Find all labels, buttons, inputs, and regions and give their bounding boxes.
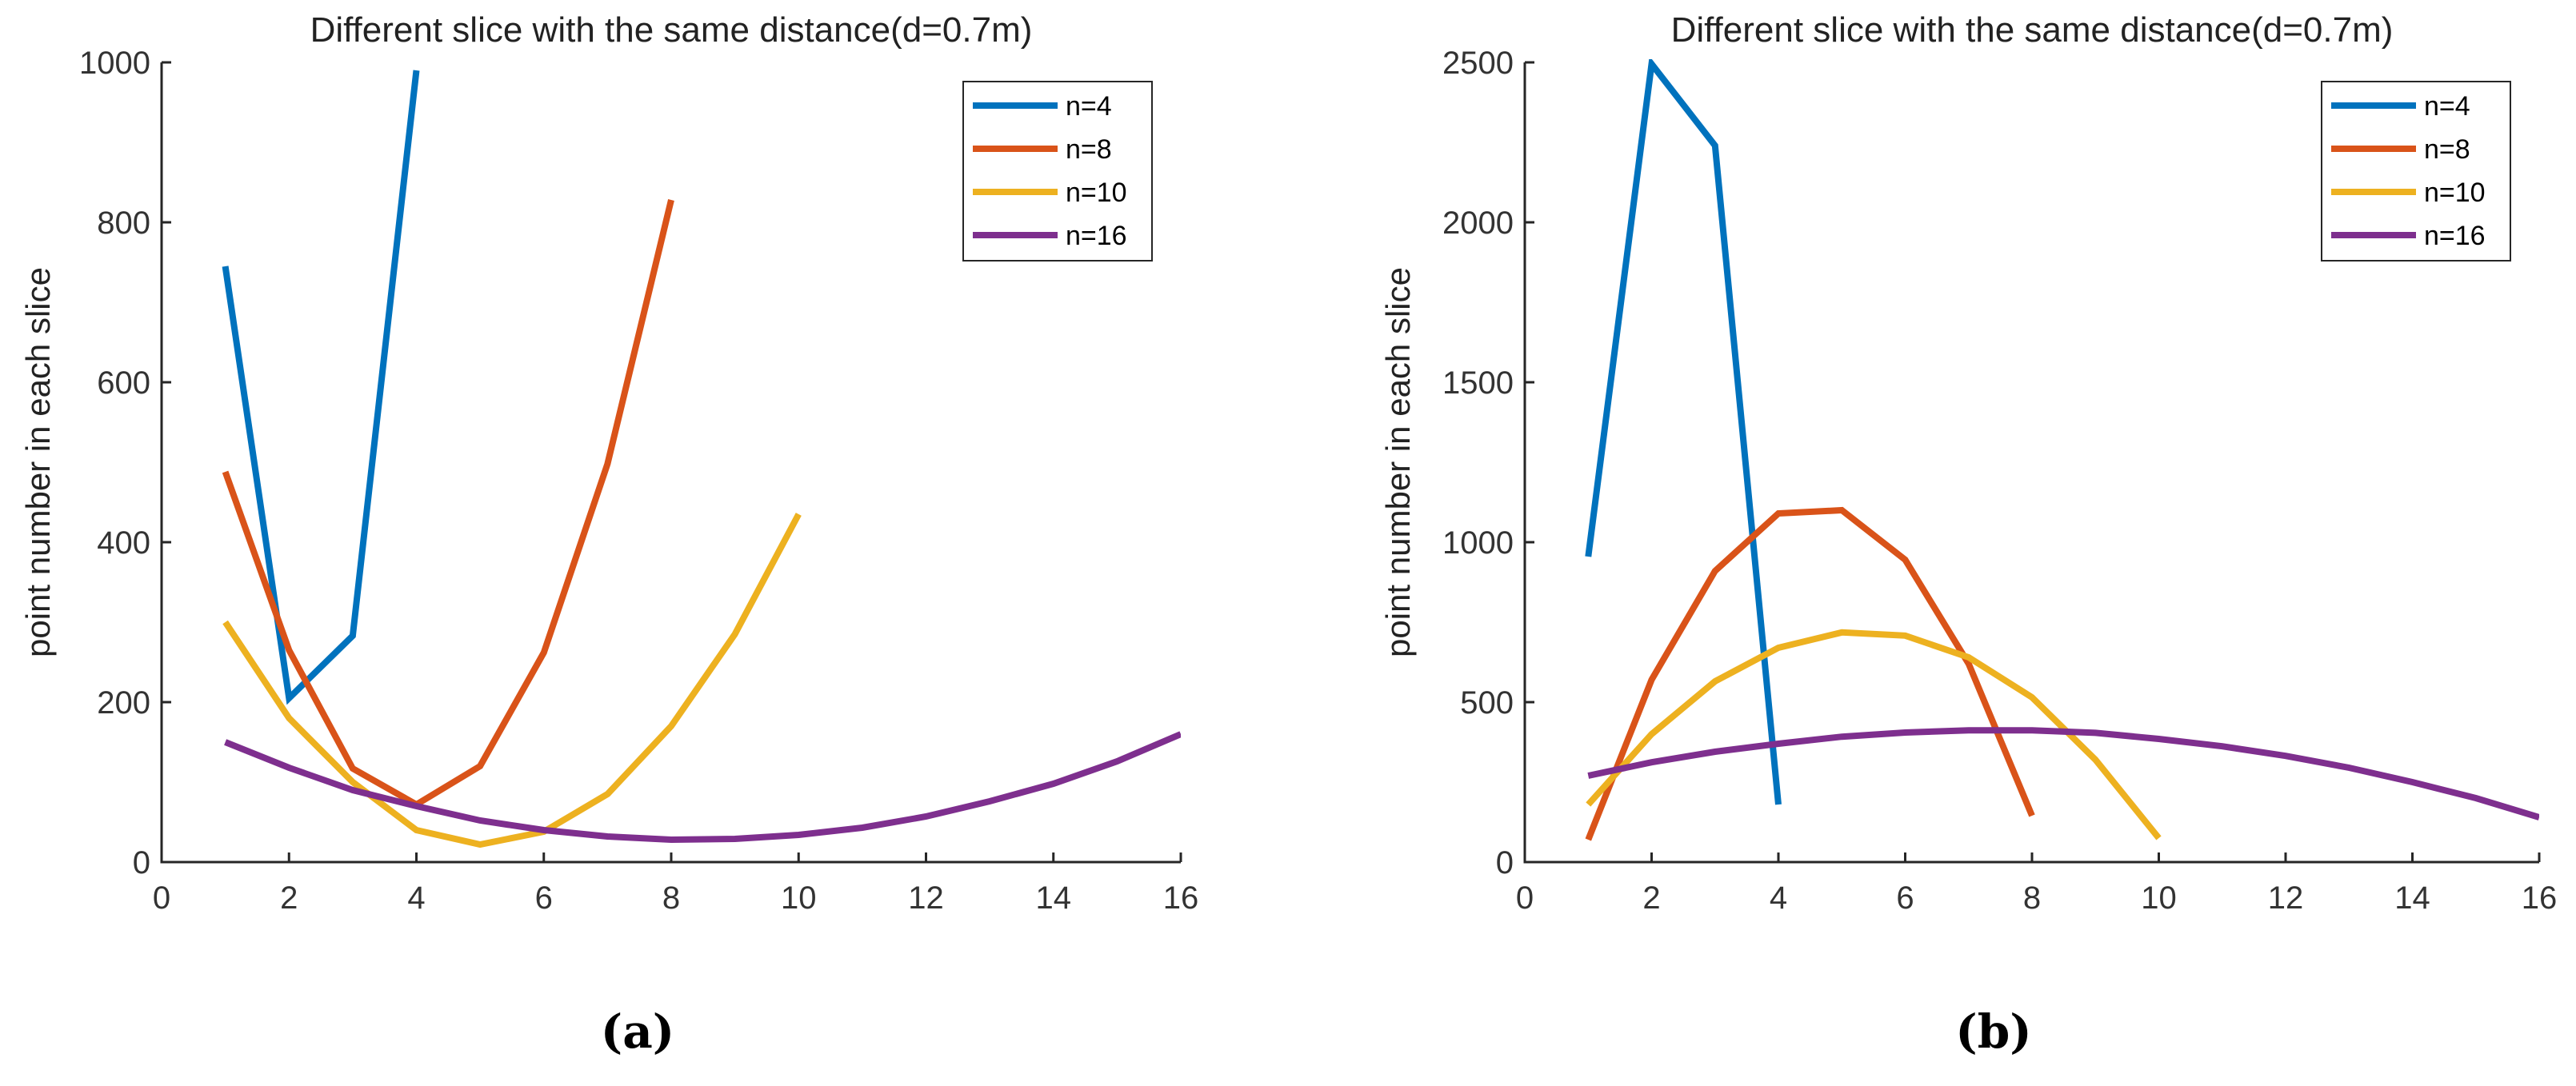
- x-tick-label: 4: [407, 880, 425, 916]
- y-tick-label: 1000: [79, 46, 150, 81]
- plot-area: [1585, 59, 2539, 841]
- legend-label: n=8: [2424, 134, 2470, 165]
- x-tick-label: 10: [2141, 880, 2177, 916]
- y-tick-label: 800: [97, 206, 150, 241]
- legend-box: [962, 81, 1153, 262]
- x-tick-label: 16: [2522, 880, 2558, 916]
- x-tick-label: 4: [1770, 880, 1787, 916]
- x-tick-label: 6: [1896, 880, 1914, 916]
- series-line-n-4: [1585, 59, 1782, 805]
- chart-panel-b: Different slice with the same distance(d…: [1379, 10, 2557, 1059]
- series-line-n-16: [1587, 727, 2539, 820]
- x-tick-label: 8: [2023, 880, 2041, 916]
- series-line-n-10: [222, 513, 802, 848]
- chart-panel-a: Different slice with the same distance(d…: [19, 10, 1198, 1059]
- y-tick-label: 1500: [1442, 365, 1514, 401]
- legend: n=4 n=8 n=10 n=16: [2321, 81, 2511, 262]
- legend-box: [2321, 81, 2511, 262]
- y-axis-label: point number in each slice: [19, 267, 57, 657]
- legend-label: n=8: [1066, 134, 1112, 165]
- x-tick-label: 14: [2394, 880, 2430, 916]
- x-tick-label: 6: [535, 880, 553, 916]
- x-tick-label: 14: [1036, 880, 1072, 916]
- series-line-n-16: [224, 731, 1181, 844]
- chart-title: Different slice with the same distance(d…: [310, 10, 1033, 50]
- panel-caption: (b): [1955, 1004, 2031, 1059]
- y-tick-label: 2000: [1442, 206, 1514, 241]
- legend-label: n=16: [2424, 221, 2486, 251]
- legend-label: n=10: [1066, 178, 1127, 208]
- panel-caption: (a): [601, 1004, 674, 1059]
- plot-area: [222, 70, 1181, 848]
- y-tick-label: 400: [97, 525, 150, 561]
- legend: n=4 n=8 n=10 n=16: [962, 81, 1153, 262]
- chart-title: Different slice with the same distance(d…: [1671, 10, 2394, 50]
- x-tick-label: 16: [1163, 880, 1199, 916]
- y-tick-label: 0: [1496, 845, 1514, 880]
- y-tick-label: 1000: [1442, 525, 1514, 561]
- y-tick-label: 200: [97, 685, 150, 721]
- x-tick-label: 10: [781, 880, 817, 916]
- y-axis-label: point number in each slice: [1379, 267, 1417, 657]
- y-tick-label: 500: [1460, 685, 1514, 721]
- x-tick-label: 8: [662, 880, 680, 916]
- x-tick-label: 12: [908, 880, 944, 916]
- x-tick-label: 0: [153, 880, 170, 916]
- series-line-n-4: [222, 70, 420, 705]
- y-tick-label: 0: [133, 845, 150, 880]
- legend-label: n=4: [2424, 91, 2470, 122]
- x-tick-label: 2: [280, 880, 298, 916]
- legend-label: n=4: [1066, 91, 1112, 122]
- series-line-n-8: [1585, 506, 2035, 841]
- x-tick-label: 0: [1516, 880, 1534, 916]
- x-tick-label: 2: [1642, 880, 1660, 916]
- y-tick-label: 2500: [1442, 46, 1514, 81]
- legend-label: n=16: [1066, 221, 1127, 251]
- legend-label: n=10: [2424, 178, 2486, 208]
- y-tick-label: 600: [97, 365, 150, 401]
- x-tick-label: 12: [2268, 880, 2304, 916]
- series-line-n-8: [222, 199, 674, 809]
